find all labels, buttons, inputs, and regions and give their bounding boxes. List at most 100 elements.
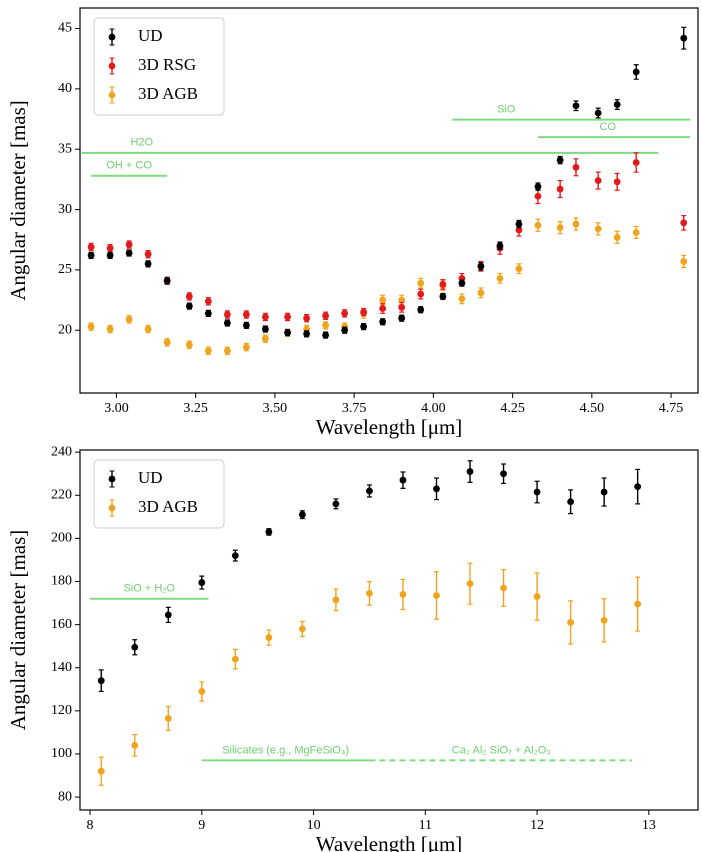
data-point	[125, 315, 133, 323]
data-point	[632, 229, 640, 236]
data-point	[163, 338, 171, 346]
x-tick-label: 13	[642, 818, 656, 833]
legend: UD 3D AGB	[93, 459, 225, 529]
band-label: OH + CO	[106, 160, 152, 172]
y-tick-label: 30	[58, 202, 72, 217]
data-point	[242, 343, 250, 351]
data-point	[572, 102, 580, 110]
data-point	[262, 313, 269, 321]
y-tick-label: 20	[58, 322, 72, 337]
data-point	[262, 325, 269, 333]
data-point	[379, 305, 387, 312]
x-tick-label: 9	[198, 818, 205, 833]
y-tick-label: 80	[58, 789, 72, 804]
data-point	[439, 293, 447, 300]
data-point	[515, 226, 523, 234]
data-point	[556, 224, 564, 232]
band-label: H2O	[130, 137, 153, 149]
data-point	[594, 225, 602, 233]
data-point	[680, 258, 688, 265]
data-point	[556, 156, 564, 164]
data-point	[399, 591, 407, 598]
data-point	[477, 289, 485, 297]
plot-frame	[79, 449, 699, 811]
data-point	[125, 249, 133, 257]
data-point	[106, 252, 114, 259]
y-tick-label: 25	[58, 262, 72, 277]
y-tick-label: 45	[58, 21, 72, 36]
data-point	[164, 611, 172, 619]
data-point	[185, 293, 193, 300]
data-point	[144, 250, 152, 258]
data-point	[303, 330, 310, 338]
legend-label: 3D RSG	[138, 55, 196, 74]
data-point	[680, 34, 688, 42]
data-point	[223, 347, 231, 355]
data-point	[379, 296, 387, 304]
x-tick-label: 4.50	[580, 401, 605, 416]
data-point	[298, 511, 306, 519]
data-point	[322, 331, 330, 339]
legend-symbol	[108, 33, 116, 41]
legend-symbol	[108, 475, 116, 483]
data-point	[204, 309, 212, 317]
data-point	[125, 241, 133, 248]
y-tick-label: 200	[51, 531, 72, 546]
data-point	[341, 326, 349, 334]
x-tick-label: 4.25	[500, 401, 525, 416]
x-tick-label: 4.00	[421, 401, 446, 416]
data-point	[634, 483, 642, 491]
legend-box	[93, 459, 225, 529]
data-point	[106, 325, 114, 333]
data-points	[87, 26, 688, 355]
y-tick-label: 40	[58, 81, 72, 96]
y-tick-label: 140	[51, 660, 72, 675]
data-point	[600, 488, 608, 496]
data-point	[466, 468, 474, 475]
x-tick-label: 12	[530, 818, 544, 833]
data-point	[632, 159, 640, 166]
data-point	[163, 277, 171, 285]
data-point	[556, 185, 564, 193]
data-point	[680, 219, 688, 227]
y-axis-label: Angular diameter [mas]	[6, 100, 30, 301]
data-point	[477, 262, 485, 270]
data-point	[87, 323, 95, 331]
x-axis-label: Wavelength [μm]	[316, 415, 463, 439]
data-point	[322, 312, 330, 320]
data-point	[231, 655, 239, 663]
data-point	[97, 677, 105, 685]
x-tick-label: 3.00	[104, 401, 129, 416]
data-point	[515, 265, 523, 273]
data-point	[458, 295, 466, 303]
data-point	[284, 313, 291, 321]
y-tick-label: 35	[58, 141, 72, 156]
x-tick-label: 10	[307, 818, 321, 833]
band-label: Ca₂ Al₂ SiO₇ + Al₂O₃	[452, 744, 551, 756]
data-point	[533, 488, 541, 496]
legend-label: 3D AGB	[138, 497, 198, 516]
chart: 3.00 3.25 3.50 3.75 4.00 4.25 4.50 4.75 20 25 30 35…	[6, 7, 699, 439]
data-point	[97, 767, 105, 775]
chart: 8 9 10 11 12 13 80 100 120 140 160 180 200 220 240 Wave…	[6, 444, 699, 852]
data-point	[164, 714, 172, 722]
legend-symbol	[108, 62, 116, 70]
data-points	[97, 460, 642, 786]
data-point	[632, 68, 640, 76]
data-point	[458, 279, 466, 287]
y-tick-label: 220	[51, 487, 72, 502]
data-point	[87, 243, 95, 251]
data-point	[433, 592, 440, 599]
legend-label: UD	[138, 26, 163, 45]
x-axis-label: Wavelength [μm]	[316, 832, 463, 852]
data-point	[322, 322, 330, 329]
data-point	[223, 319, 231, 327]
data-point	[417, 306, 425, 314]
data-point	[417, 279, 425, 287]
data-point	[379, 318, 387, 326]
data-point	[534, 192, 542, 200]
data-point	[204, 347, 212, 355]
band-label: SiO + H₂O	[123, 583, 175, 595]
